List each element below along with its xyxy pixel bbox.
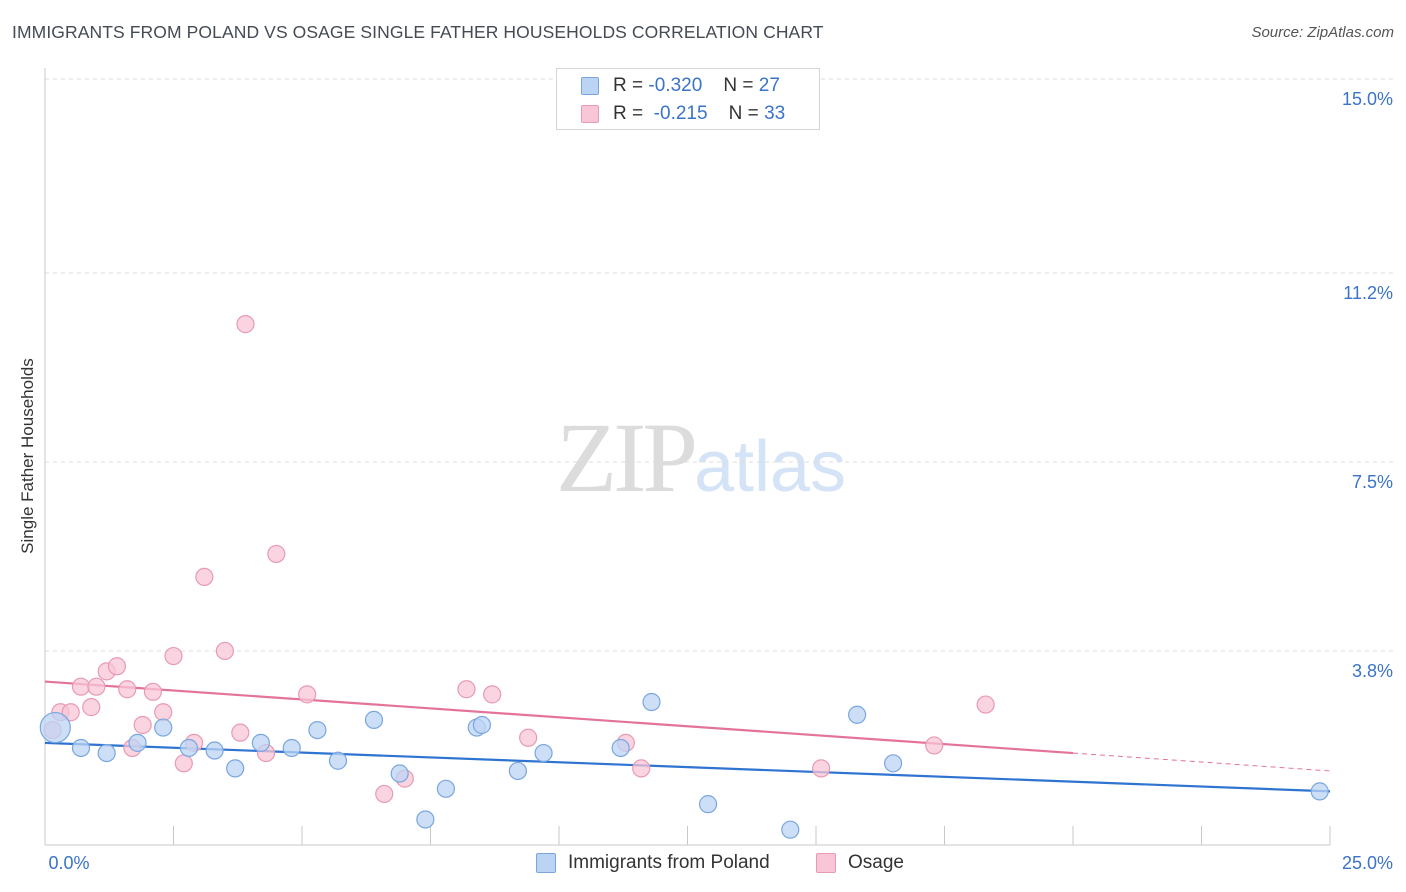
legend-n-label: N = bbox=[723, 75, 754, 96]
pink-data-point bbox=[87, 677, 106, 696]
blue-data-point bbox=[883, 754, 903, 773]
blue-data-point bbox=[781, 820, 800, 839]
blue-data-point bbox=[328, 751, 348, 770]
pink-data-point bbox=[267, 544, 286, 564]
blue-data-point bbox=[364, 710, 384, 729]
points-layer bbox=[39, 315, 1329, 839]
pink-data-point bbox=[976, 695, 995, 714]
stats-legend: R = -0.320 N = 27 R = -0.215 N = 33 bbox=[556, 68, 820, 130]
bottom-legend-swatch-blue bbox=[536, 853, 556, 873]
blue-data-point bbox=[128, 733, 147, 752]
bottom-legend-osage: Osage bbox=[816, 852, 904, 874]
pink-data-point bbox=[164, 646, 183, 666]
pink-data-point bbox=[195, 567, 214, 587]
bottom-legend-label: Osage bbox=[848, 852, 904, 873]
x-tick-label: 25.0% bbox=[1342, 853, 1393, 873]
blue-data-point bbox=[436, 779, 456, 798]
blue-data-point bbox=[611, 738, 630, 758]
legend-row-poland: R = -0.320 N = 27 bbox=[581, 74, 780, 98]
y-tick-label: 7.5% bbox=[1352, 472, 1393, 492]
pink-data-point bbox=[236, 315, 255, 334]
legend-swatch-pink bbox=[581, 105, 599, 123]
blue-data-point bbox=[308, 720, 327, 740]
legend-row-osage: R = -0.215 N = 33 bbox=[581, 102, 785, 126]
blue-data-point bbox=[154, 718, 173, 737]
pink-data-point bbox=[812, 759, 831, 778]
pink-data-point bbox=[215, 641, 234, 661]
blue-data-point bbox=[39, 711, 71, 744]
pink-data-point bbox=[483, 685, 502, 704]
blue-data-point bbox=[1310, 782, 1329, 801]
pink-trend-extension bbox=[1072, 752, 1331, 772]
pink-data-point bbox=[133, 715, 152, 735]
bottom-legend-swatch-pink bbox=[816, 853, 836, 873]
pink-data-point bbox=[61, 703, 80, 722]
pink-data-point bbox=[519, 728, 538, 747]
grid-layer bbox=[45, 78, 1394, 652]
pink-data-point bbox=[143, 682, 163, 701]
pink-data-point bbox=[298, 685, 317, 704]
label-layer: 3.8% 7.5% 11.2% 15.0% 0.0% 25.0% bbox=[48, 89, 1393, 873]
pink-data-point bbox=[457, 680, 476, 699]
bottom-legend-label: Immigrants from Poland bbox=[568, 852, 770, 873]
blue-data-point bbox=[642, 692, 661, 712]
source-credit: Source: ZipAtlas.com bbox=[1251, 24, 1394, 41]
pink-data-point bbox=[118, 680, 137, 699]
blue-data-point bbox=[251, 733, 270, 752]
legend-n-value: 27 bbox=[758, 75, 780, 96]
blue-data-point bbox=[205, 741, 224, 760]
pink-data-point bbox=[107, 657, 127, 676]
blue-data-point bbox=[416, 810, 435, 829]
blue-data-point bbox=[71, 738, 91, 758]
blue-data-point bbox=[179, 738, 199, 758]
pink-data-point bbox=[375, 784, 394, 804]
pink-data-point bbox=[154, 703, 173, 722]
bottom-legend-poland: Immigrants from Poland bbox=[536, 852, 770, 874]
legend-n-value: 33 bbox=[764, 103, 786, 124]
blue-data-point bbox=[848, 705, 867, 724]
watermark-zip: ZIP bbox=[556, 402, 698, 513]
legend-r-label: R = bbox=[613, 103, 644, 124]
y-tick-label: 3.8% bbox=[1352, 661, 1393, 681]
blue-data-point bbox=[97, 743, 116, 763]
blue-data-point bbox=[226, 759, 245, 778]
pink-data-point bbox=[82, 698, 101, 717]
watermark: ZIPatlas bbox=[556, 400, 846, 515]
y-tick-label: 11.2% bbox=[1343, 283, 1393, 303]
blue-data-point bbox=[390, 764, 409, 783]
legend-swatch-blue bbox=[581, 77, 599, 95]
pink-data-point bbox=[71, 677, 91, 696]
pink-data-point bbox=[632, 759, 651, 778]
legend-r-value: -0.215 bbox=[653, 103, 708, 124]
blue-data-point bbox=[282, 738, 301, 758]
chart-title: IMMIGRANTS FROM POLAND VS OSAGE SINGLE F… bbox=[12, 22, 824, 42]
blue-data-point bbox=[534, 743, 553, 763]
legend-r-value: -0.320 bbox=[648, 75, 703, 96]
blue-data-point bbox=[472, 715, 491, 735]
pink-data-point bbox=[174, 754, 193, 773]
x-tick-label: 0.0% bbox=[48, 853, 89, 873]
watermark-atlas: atlas bbox=[694, 427, 847, 507]
legend-n-label: N = bbox=[728, 103, 759, 124]
y-tick-label: 15.0% bbox=[1342, 89, 1393, 109]
legend-r-label: R = bbox=[613, 75, 644, 96]
blue-data-point bbox=[508, 761, 527, 781]
pink-trend-line bbox=[44, 680, 1074, 755]
pink-data-point bbox=[231, 723, 250, 742]
axis-layer bbox=[44, 68, 1331, 846]
blue-data-point bbox=[698, 795, 718, 814]
pink-data-point bbox=[925, 736, 944, 755]
